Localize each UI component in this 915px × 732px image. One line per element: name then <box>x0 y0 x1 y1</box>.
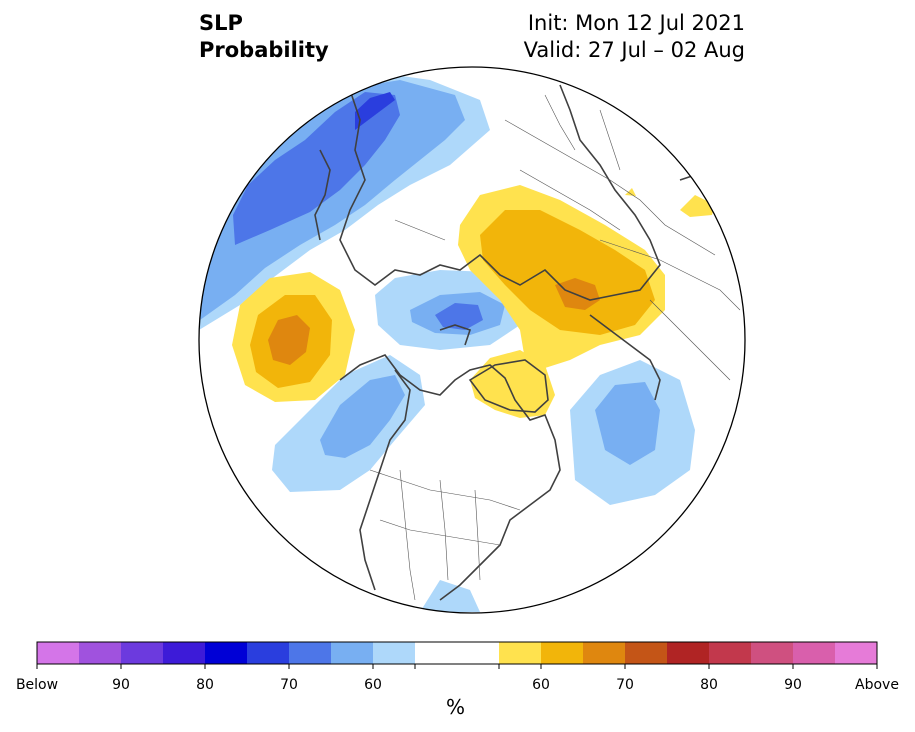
colorbar-swatch <box>289 642 332 664</box>
init-date: Init: Mon 12 Jul 2021 <box>527 11 745 35</box>
colorbar-swatch <box>625 642 668 664</box>
polar-map <box>198 66 746 614</box>
title-right: Init: Mon 12 Jul 2021 Valid: 27 Jul – 02… <box>524 10 745 64</box>
colorbar-swatch <box>247 642 290 664</box>
colorbar-tick-label: 70 <box>280 677 298 693</box>
colorbar-frame <box>36 641 878 665</box>
colorbar-swatch <box>835 642 878 664</box>
colorbar-swatch <box>751 642 794 664</box>
low-bottom-edge <box>420 580 480 612</box>
high-europe-russia <box>458 185 665 368</box>
colorbar-swatch <box>415 642 500 664</box>
colorbar-swatch <box>205 642 248 664</box>
colorbar-swatch <box>373 642 416 664</box>
map-boundary <box>198 66 746 614</box>
high-north-pacific <box>232 272 355 402</box>
colorbar-tick-label: 60 <box>532 677 550 693</box>
colorbar-swatch <box>541 642 584 664</box>
colorbar-tick-label: 80 <box>196 677 214 693</box>
colorbar-swatch <box>667 642 710 664</box>
probability-field <box>199 67 745 613</box>
high-east-asia <box>625 188 715 217</box>
colorbar-swatch <box>79 642 122 664</box>
colorbar-swatch <box>331 642 374 664</box>
colorbar-swatch <box>793 642 836 664</box>
colorbar-swatch <box>163 642 206 664</box>
colorbar-swatch <box>499 642 542 664</box>
colorbar-tick-label: Below <box>16 677 58 693</box>
colorbar-swatch <box>583 642 626 664</box>
colorbar-units: % <box>446 695 466 719</box>
coastlines <box>314 84 726 601</box>
valid-period: Valid: 27 Jul – 02 Aug <box>523 38 745 62</box>
title-left: SLP Probability <box>199 10 329 64</box>
borders <box>369 94 741 601</box>
product-title: Probability <box>199 38 329 62</box>
low-arctic <box>375 270 520 350</box>
colorbar-swatches <box>37 642 878 664</box>
colorbar-tick-label: Above <box>855 677 899 693</box>
variable-title: SLP <box>199 11 243 35</box>
colorbar-ticks: Below 90 80 70 60 60 70 80 90 Above <box>16 664 899 693</box>
low-alaska-canada <box>272 355 425 492</box>
colorbar-swatch <box>709 642 752 664</box>
colorbar-tick-label: 70 <box>616 677 634 693</box>
colorbar-tick-label: 60 <box>364 677 382 693</box>
colorbar-tick-label: 90 <box>112 677 130 693</box>
colorbar-tick-label: 80 <box>700 677 718 693</box>
colorbar-swatch <box>37 642 80 664</box>
colorbar-tick-label: 90 <box>784 677 802 693</box>
low-north-atlantic <box>570 360 695 505</box>
colorbar-swatch <box>121 642 164 664</box>
